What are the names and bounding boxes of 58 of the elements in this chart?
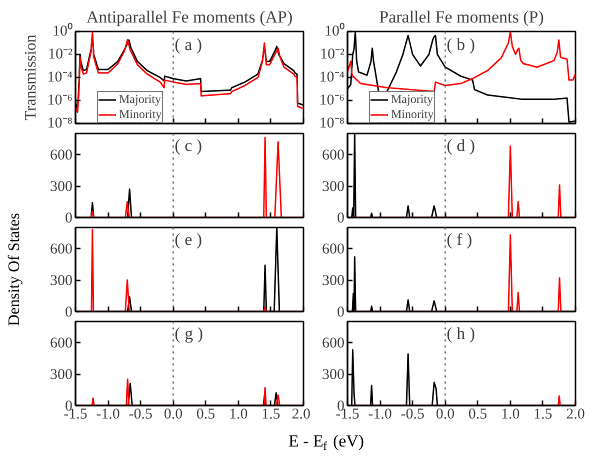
y-tick-label: 300 bbox=[322, 367, 344, 383]
x-tick-label: 0.0 bbox=[436, 406, 455, 422]
y-tick-label: 10⁻⁴ bbox=[47, 70, 73, 86]
annotation: ( h ) bbox=[446, 324, 476, 343]
y-tick-label: 600 bbox=[50, 148, 72, 164]
annotation: ( e ) bbox=[174, 230, 202, 249]
y-tick-label: 600 bbox=[50, 336, 72, 352]
y-tick-label: 10⁻⁴ bbox=[319, 70, 345, 86]
y-tick-label: 10⁻² bbox=[48, 46, 74, 62]
y-tick-label: 10⁰ bbox=[52, 22, 72, 40]
y-tick-label: 300 bbox=[322, 273, 344, 289]
x-tick-label: 0.5 bbox=[468, 406, 488, 422]
y-tick-label: 0 bbox=[65, 210, 72, 226]
y-tick-label: 10⁻⁶ bbox=[47, 92, 73, 108]
legend-label: Majority bbox=[119, 92, 161, 107]
x-tick-label: -1.0 bbox=[368, 406, 392, 422]
annotation: ( g ) bbox=[174, 324, 204, 343]
x-tick-label: 1.0 bbox=[228, 406, 248, 422]
y-tick-label: 300 bbox=[50, 179, 72, 195]
x-tick-label: -1.0 bbox=[96, 406, 120, 422]
y-tick-label: 0 bbox=[65, 398, 72, 414]
y-tick-label: 300 bbox=[50, 273, 72, 289]
y-axis-title: Density Of States bbox=[6, 213, 23, 326]
y-axis-title: Transmission bbox=[22, 34, 40, 120]
y-tick-label: 0 bbox=[337, 304, 344, 320]
y-tick-label: 300 bbox=[322, 179, 344, 195]
x-tick-label: 0.0 bbox=[164, 406, 183, 422]
y-tick-label: 600 bbox=[322, 242, 344, 258]
y-tick-label: 10⁻⁸ bbox=[47, 116, 73, 132]
x-tick-label: 1.5 bbox=[262, 406, 280, 422]
y-tick-label: 10⁻⁶ bbox=[319, 92, 345, 108]
y-tick-label: 600 bbox=[50, 242, 72, 258]
x-tick-label: 1.5 bbox=[534, 406, 552, 422]
x-tick-label: -0.5 bbox=[400, 406, 425, 422]
x-tick-label: -0.5 bbox=[128, 406, 153, 422]
x-tick-label: 2.0 bbox=[292, 406, 310, 422]
annotation: ( a ) bbox=[174, 34, 202, 54]
legend-label: Minority bbox=[119, 107, 162, 122]
y-tick-label: 10⁰ bbox=[324, 22, 344, 40]
annotation: ( c ) bbox=[174, 136, 202, 155]
y-tick-label: 0 bbox=[337, 398, 344, 414]
y-tick-label: 10⁻² bbox=[320, 46, 346, 62]
y-tick-label: 600 bbox=[322, 148, 344, 164]
annotation: ( d ) bbox=[446, 136, 476, 155]
annotation: ( f ) bbox=[446, 230, 472, 249]
legend-label: Majority bbox=[391, 92, 433, 107]
x-tick-label: 0.5 bbox=[196, 406, 216, 422]
y-tick-label: 300 bbox=[50, 367, 72, 383]
y-tick-label: 0 bbox=[65, 304, 72, 320]
x-tick-label: 1.0 bbox=[500, 406, 520, 422]
chart-title: Antiparallel Fe moments (AP) bbox=[86, 8, 293, 26]
chart-title: Parallel Fe moments (P) bbox=[379, 8, 544, 26]
x-tick-label: 2.0 bbox=[566, 406, 585, 422]
y-tick-label: 10⁻⁸ bbox=[319, 116, 345, 132]
legend-label: Minority bbox=[391, 107, 434, 122]
annotation: ( b ) bbox=[446, 34, 476, 54]
y-tick-label: 0 bbox=[337, 210, 344, 226]
y-tick-label: 600 bbox=[322, 336, 344, 352]
